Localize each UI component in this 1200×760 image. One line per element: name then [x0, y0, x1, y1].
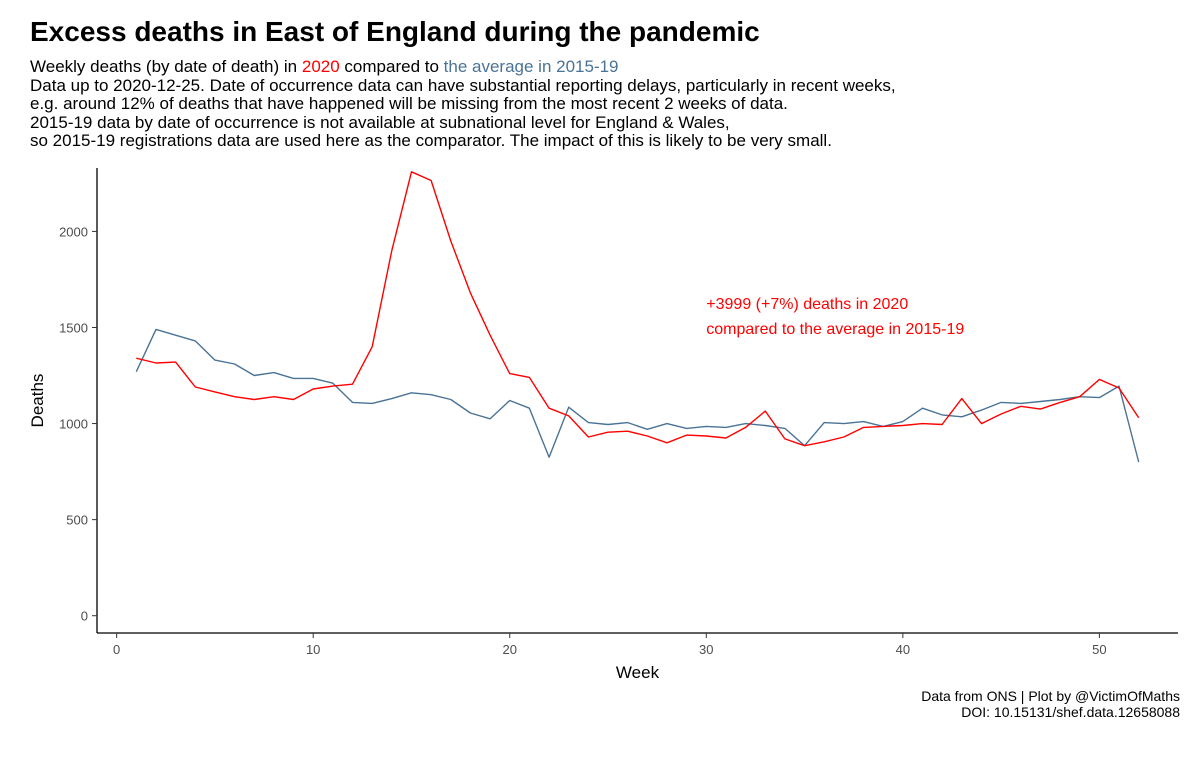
series-layer [135, 171, 1140, 463]
subtitle-note-1: Data up to 2020-12-25. Date of occurrenc… [30, 75, 896, 95]
annotation-layer: +3999 (+7%) deaths in 2020 compared to th… [706, 296, 964, 338]
chart-title: Excess deaths in East of England during … [30, 16, 760, 47]
y-tick-label: 0 [81, 609, 88, 624]
subtitle-mid: compared to [344, 57, 439, 76]
x-tick-label: 20 [503, 642, 517, 657]
x-tick-label: 10 [306, 642, 320, 657]
subtitle-average: the average in 2015-19 [443, 57, 619, 76]
subtitle-line: Weekly deaths (by date of death) in 2020… [30, 57, 896, 77]
y-tick-label: 2000 [59, 224, 88, 239]
annotation-line-1: +3999 (+7%) deaths in 2020 [706, 296, 908, 313]
chart-caption: Data from ONS | Plot by @VictimOfMaths D… [921, 688, 1180, 720]
subtitle-note-4: so 2015-19 registrations data are used h… [30, 131, 832, 150]
series-line-average-2015-19 [135, 328, 1140, 463]
subtitle-note-2: e.g. around 12% of deaths that have happ… [30, 94, 788, 113]
caption-doi: DOI: 10.15131/shef.data.12658088 [961, 704, 1180, 720]
y-tick-label: 1500 [59, 320, 88, 335]
x-tick-label: 40 [896, 642, 910, 657]
x-tick-label: 50 [1092, 642, 1106, 657]
caption-source: Data from ONS | Plot by @VictimOfMaths [921, 688, 1180, 704]
y-tick-label: 1000 [59, 417, 88, 432]
x-axis-title: Week [616, 663, 660, 682]
annotation-line-2: compared to the average in 2015-19 [706, 321, 964, 338]
chart-subtitle: Weekly deaths (by date of death) in 2020… [30, 57, 896, 151]
y-tick-label: 500 [66, 513, 88, 528]
x-tick-label: 0 [113, 642, 120, 657]
subtitle-prefix: Weekly deaths (by date of death) in [30, 57, 298, 76]
y-axis-title: Deaths [28, 374, 47, 428]
subtitle-2020: 2020 [301, 57, 340, 76]
series-line-2020 [136, 171, 1140, 447]
x-tick-label: 30 [699, 642, 713, 657]
subtitle-note-3: 2015-19 data by date of occurrence is no… [30, 112, 730, 132]
